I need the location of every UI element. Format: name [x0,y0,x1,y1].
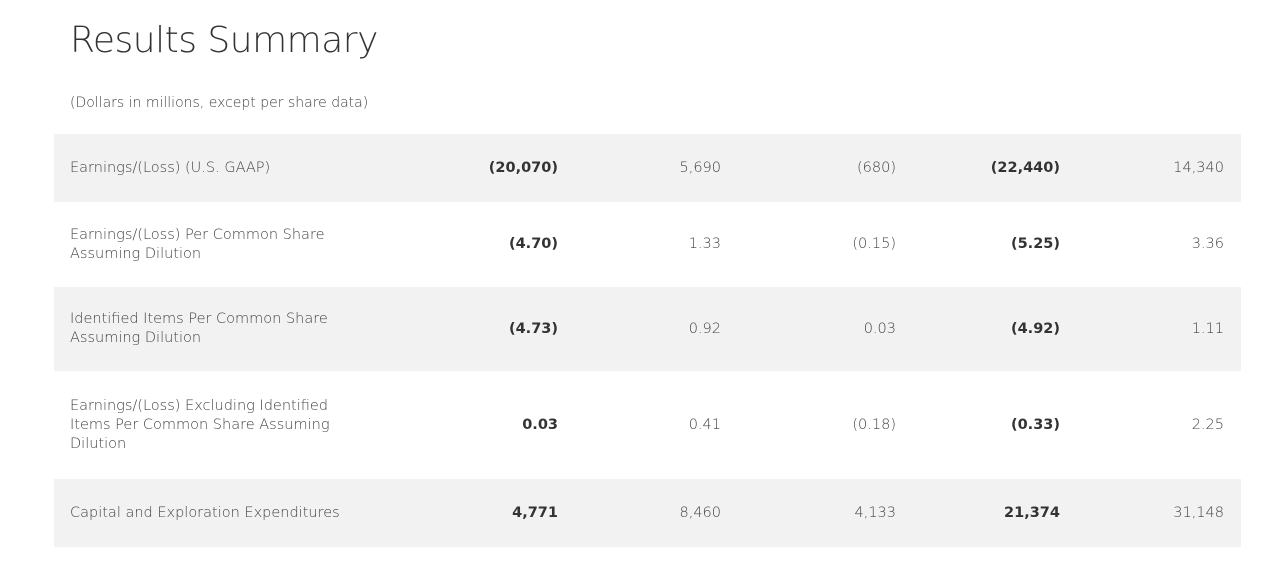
value-cell: (0.33) [1010,416,1060,433]
table-row: Earnings/(Loss) Per Common Share Assumin… [54,202,1241,287]
value-cell: 0.03 [522,416,558,433]
table-row: Earnings/(Loss) (U.S. GAAP) (20,070) 5,690… [54,134,1241,202]
value-cell: 3.36 [1191,236,1224,252]
row-label-text: Earnings/(Loss) Per Common Share Assumin… [70,226,325,262]
value-cell: 1.33 [688,236,721,252]
value-cell: (0.15) [852,236,896,252]
value-cell: (4.70) [508,236,558,252]
row-label: Earnings/(Loss) Per Common Share Assumin… [54,202,390,287]
value-cell: 4,771 [512,504,558,521]
value-cell: 14,340 [1173,159,1224,176]
value-cell: (22,440) [990,159,1060,176]
value-cell: 5,690 [679,159,721,176]
row-label: Capital and Exploration Expenditures [54,479,390,547]
value-cell: 0.92 [688,320,721,337]
value-cell: 2.25 [1191,416,1224,433]
table-row: Identified Items Per Common Share Assumi… [54,287,1241,371]
value-cell: (5.25) [1010,236,1060,252]
results-table: Earnings/(Loss) (U.S. GAAP) (20,070) 5,690… [54,134,1241,547]
value-cell: 8,460 [679,504,721,521]
value-cell: 4,133 [854,504,896,521]
row-label-text: Capital and Exploration Expenditures [70,504,340,521]
row-label: Identified Items Per Common Share Assumi… [54,287,390,371]
row-label-text: Earnings/(Loss) Excluding Identified Ite… [70,397,330,452]
value-cell: 0.03 [863,320,896,337]
value-cell: 21,374 [1004,504,1060,521]
value-cell: (4.92) [1010,320,1060,337]
value-cell: 0.41 [688,416,721,433]
row-label-text: Earnings/(Loss) (U.S. GAAP) [70,159,271,176]
row-label-text: Identified Items Per Common Share Assumi… [70,311,328,346]
row-label: Earnings/(Loss) Excluding Identified Ite… [54,371,390,479]
value-cell: (4.73) [508,320,558,337]
table-subtitle: (Dollars in millions, except per share d… [70,95,369,111]
value-cell: 31,148 [1173,504,1224,521]
table-row: Capital and Exploration Expenditures 4,77… [54,479,1241,547]
page-title: Results Summary [70,20,378,61]
value-cell: (20,070) [488,159,558,176]
value-cell: 1.11 [1191,320,1224,337]
value-cell: (680) [857,159,896,176]
table-row: Earnings/(Loss) Excluding Identified Ite… [54,371,1241,479]
row-label: Earnings/(Loss) (U.S. GAAP) [54,134,390,202]
value-cell: (0.18) [852,416,896,433]
